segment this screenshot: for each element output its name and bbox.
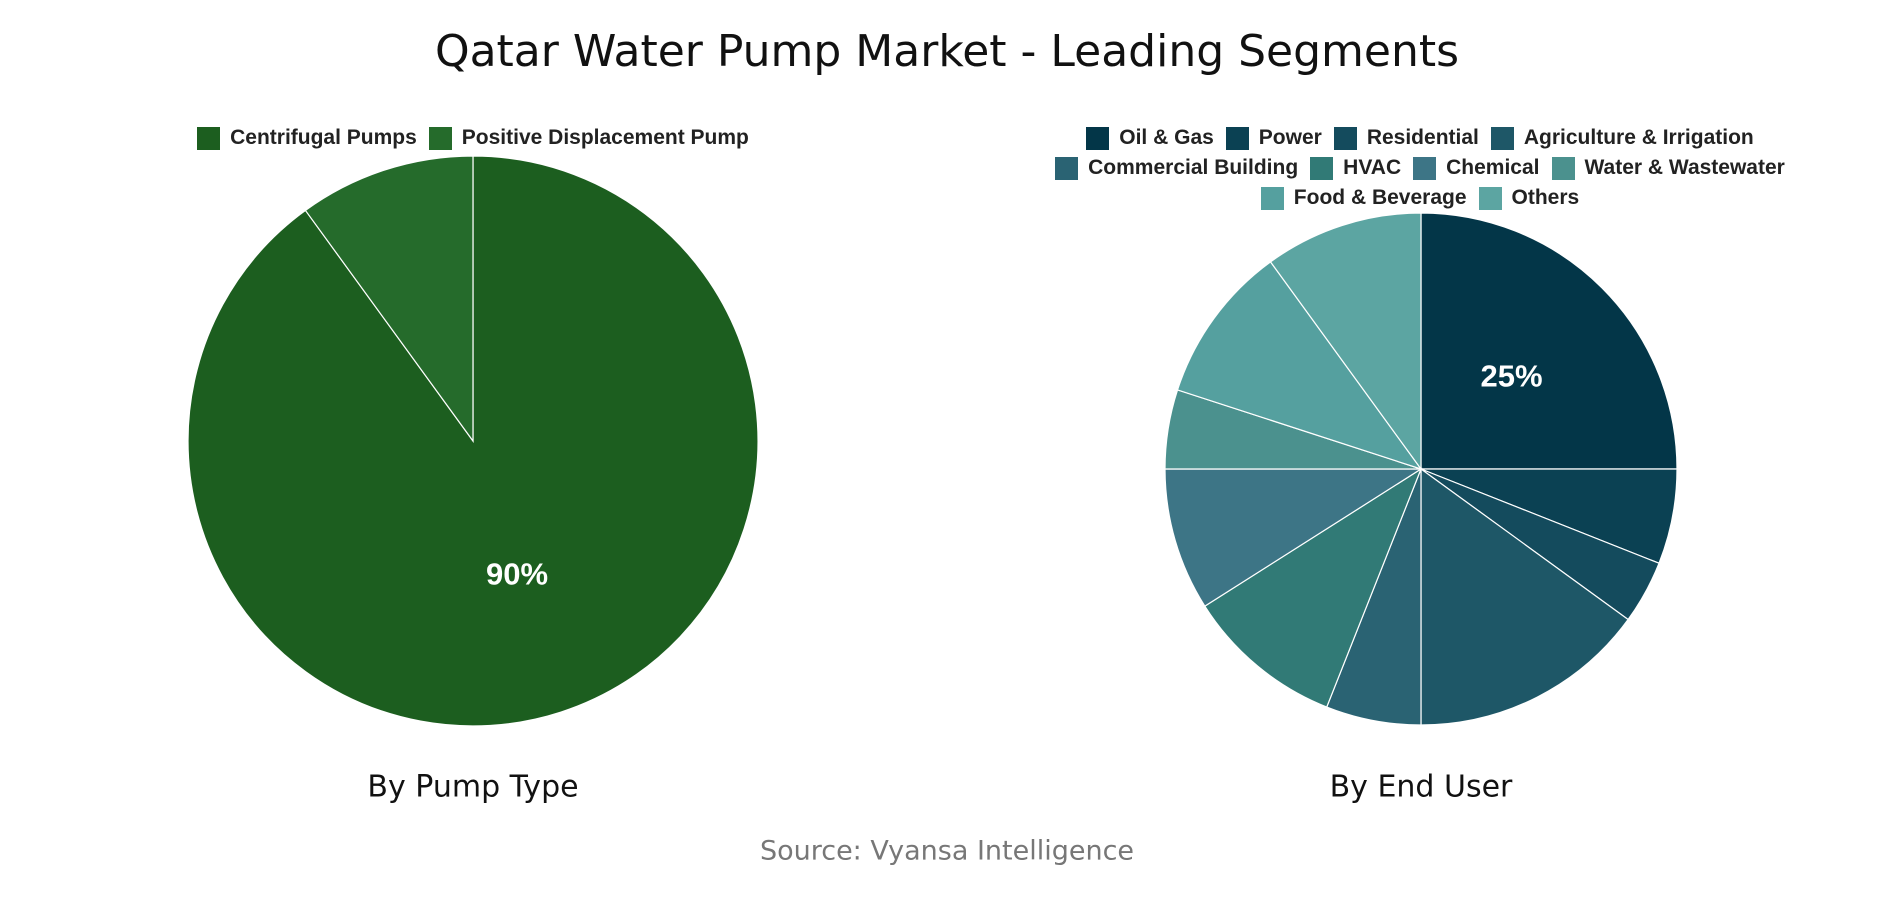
chart-subtitle: By End User (1330, 770, 1513, 805)
legend-label: Power (1258, 126, 1322, 149)
pie-slice (1204, 467, 1423, 708)
legend-item: Positive Displacement Pump (428, 126, 749, 150)
legend-swatch (1551, 156, 1575, 180)
legend: Oil & Gas Power Residential Agriculture & I… (1030, 126, 1810, 210)
pie-slice (304, 155, 474, 443)
chart-subtitle: By Pump Type (367, 770, 578, 805)
legend-swatch (197, 126, 221, 150)
legend-label: Water & Wastewater (1584, 156, 1785, 179)
legend-swatch (1086, 126, 1110, 150)
legend-swatch (1333, 126, 1357, 150)
legend-item: Residential (1333, 126, 1479, 150)
main-title: Qatar Water Pump Market - Leading Segmen… (435, 26, 1459, 77)
legend-item: Water & Wastewater (1551, 156, 1785, 180)
legend-item: Food & Beverage (1260, 186, 1467, 210)
legend-label: Centrifugal Pumps (230, 126, 417, 149)
legend-item: HVAC (1310, 156, 1401, 180)
legend-label: Chemical (1446, 156, 1540, 179)
legend-swatch (1413, 156, 1437, 180)
legend-label: Positive Displacement Pump (461, 126, 749, 149)
legend-swatch (1310, 156, 1334, 180)
legend-swatch (428, 126, 452, 150)
legend-label: Oil & Gas (1119, 126, 1214, 149)
legend-label: Food & Beverage (1293, 186, 1467, 209)
legend: Centrifugal Pumps Positive Displacement P… (123, 126, 823, 150)
legend-swatch (1225, 126, 1249, 150)
legend-label: HVAC (1343, 156, 1402, 179)
legend-label: Others (1511, 186, 1580, 209)
legend-item: Others (1478, 186, 1580, 210)
legend-label: Residential (1366, 126, 1479, 149)
legend-item: Agriculture & Irrigation (1490, 126, 1754, 150)
legend-item: Oil & Gas (1086, 126, 1214, 150)
legend-item: Commercial Building (1055, 156, 1298, 180)
legend-item: Power (1225, 126, 1322, 150)
source: Source: Vyansa Intelligence (760, 836, 1134, 867)
legend-label: Commercial Building (1088, 156, 1299, 179)
pie-slice (1164, 468, 1424, 608)
legend-swatch (1055, 156, 1079, 180)
pie-slice (1420, 212, 1678, 470)
legend-item: Chemical (1413, 156, 1540, 180)
legend-swatch (1478, 186, 1502, 210)
legend-item: Centrifugal Pumps (197, 126, 417, 150)
legend-label: Agriculture & Irrigation (1523, 126, 1754, 149)
legend-swatch (1490, 126, 1514, 150)
pie-slice (1420, 467, 1629, 726)
data-label: 25% (1480, 359, 1542, 394)
pie-slice (1176, 261, 1423, 471)
legend-swatch (1260, 186, 1284, 210)
pie-slice (1269, 212, 1422, 471)
data-label: 90% (486, 557, 548, 592)
